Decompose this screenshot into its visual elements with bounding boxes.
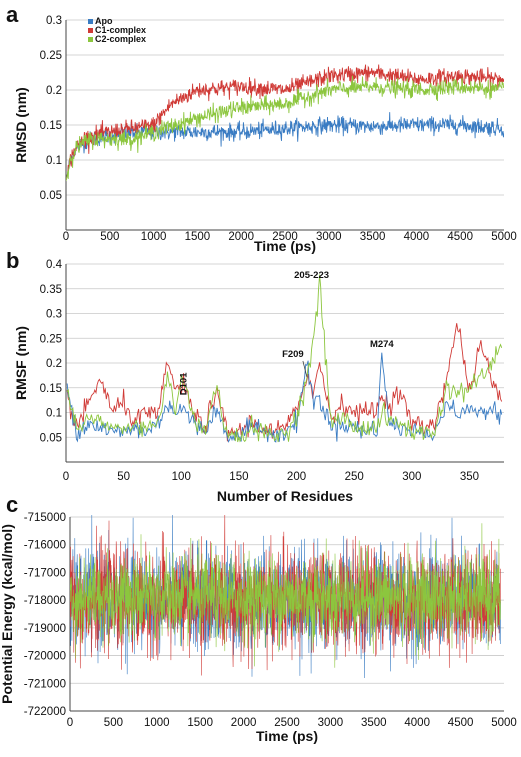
x-tick-label: 4000: [404, 231, 430, 243]
series-line-c2-complex: [66, 274, 503, 443]
x-tick-label: 100: [172, 471, 191, 483]
x-tick-label: 3000: [318, 717, 344, 729]
x-tick-label: 350: [460, 471, 479, 483]
legend-label: C2-complex: [95, 34, 146, 44]
chart-panel-a: 0.05 0.1 0.15 0.2 0.25 0.3 0 500 1000 1500 2000 250…: [13, 15, 517, 254]
panel-label-b: b: [6, 248, 19, 273]
y-axis-title: Potential Energy (kcal/mol): [0, 524, 15, 704]
y-tick-label: 0.35: [40, 284, 62, 296]
x-tick-label: 500: [100, 231, 119, 243]
x-axis-title: Number of Residues: [217, 488, 353, 504]
x-tick-label: 4000: [404, 717, 430, 729]
x-tick-label: 1000: [144, 717, 170, 729]
y-axis-title: RMSD (nm): [13, 87, 29, 162]
y-tick-label: 0.25: [40, 333, 62, 345]
x-tick-label: 4500: [448, 717, 474, 729]
x-tick-label: 3000: [316, 231, 342, 243]
legend-swatch: [88, 28, 93, 33]
chart-panel-b: 0.05 0.1 0.15 0.2 0.25 0.3 0.35 0.4 0 50 100 150 200…: [13, 259, 504, 504]
x-tick-label: 1000: [141, 231, 167, 243]
legend-swatch: [88, 37, 93, 42]
x-tick-label: 1500: [187, 717, 213, 729]
y-tick-label: -718000: [24, 595, 66, 607]
annotation-pointer: [302, 360, 308, 378]
annotation-label: 205-223: [294, 270, 329, 281]
y-tick-label: 0.25: [40, 50, 62, 62]
y-tick-label: -719000: [24, 623, 66, 635]
x-tick-label: 0: [63, 231, 69, 243]
panel-label-a: a: [6, 2, 19, 27]
y-tick-label: 0.15: [40, 120, 62, 132]
series-line-c2-complex: [66, 75, 504, 182]
x-tick-label: 300: [402, 471, 421, 483]
series-group: [70, 515, 501, 679]
x-tick-label: 5000: [491, 231, 517, 243]
x-tick-label: 200: [287, 471, 306, 483]
legend-label: C1-complex: [95, 25, 146, 35]
x-tick-label: 2000: [231, 717, 257, 729]
x-axis-title: Time (ps): [254, 238, 316, 254]
series-group: [66, 64, 504, 182]
legend-label: Apo: [95, 16, 113, 26]
y-tick-label: 0.2: [46, 85, 62, 97]
y-tick-label: 0.05: [40, 190, 62, 202]
series-group: [66, 274, 503, 443]
y-tick-label: 0.3: [46, 15, 62, 27]
x-tick-label: 5000: [491, 717, 517, 729]
y-tick-label: -721000: [24, 678, 66, 690]
x-tick-label: 0: [67, 717, 73, 729]
series-line-c1-complex: [66, 64, 504, 182]
y-tick-label: 0.1: [46, 408, 62, 420]
y-tick-label: 0.15: [40, 383, 62, 395]
x-tick-label: 2000: [228, 231, 254, 243]
x-tick-label: 250: [345, 471, 364, 483]
x-tick-label: 2500: [274, 717, 300, 729]
x-axis-title: Time (ps): [256, 728, 318, 744]
series-line-c1-complex: [66, 323, 503, 442]
legend-swatch: [88, 19, 93, 24]
y-tick-label: -715000: [24, 512, 66, 524]
x-tick-label: 4500: [447, 231, 473, 243]
y-tick-label: 0.2: [46, 358, 62, 370]
series-line-c2-complex: [70, 523, 501, 668]
annotation-label: F209: [282, 349, 304, 360]
y-tick-label: -716000: [24, 540, 66, 552]
y-tick-label: 0.3: [46, 309, 62, 321]
y-tick-label: -720000: [24, 651, 66, 663]
x-tick-label: 150: [229, 471, 248, 483]
x-tick-label: 2500: [272, 231, 298, 243]
y-tick-label: 0.05: [40, 432, 62, 444]
x-tick-label: 0: [63, 471, 69, 483]
chart-panel-c: -722000 -721000 -720000 -719000 -718000 -7170…: [0, 512, 517, 744]
panel-label-c: c: [6, 492, 18, 517]
x-tick-label: 3500: [361, 717, 387, 729]
annotation-label: M274: [370, 339, 394, 350]
y-tick-label: 0.4: [46, 259, 63, 271]
series-line-apo: [66, 352, 503, 443]
x-tick-label: 500: [104, 717, 123, 729]
annotation-label: D101: [178, 372, 189, 395]
x-tick-label: 3500: [360, 231, 386, 243]
y-axis-title: RMSF (nm): [13, 326, 29, 400]
y-tick-label: -722000: [24, 706, 66, 718]
x-tick-label: 1500: [185, 231, 211, 243]
x-tick-label: 50: [117, 471, 130, 483]
y-tick-label: 0.1: [46, 155, 62, 167]
y-tick-label: -717000: [24, 567, 66, 579]
